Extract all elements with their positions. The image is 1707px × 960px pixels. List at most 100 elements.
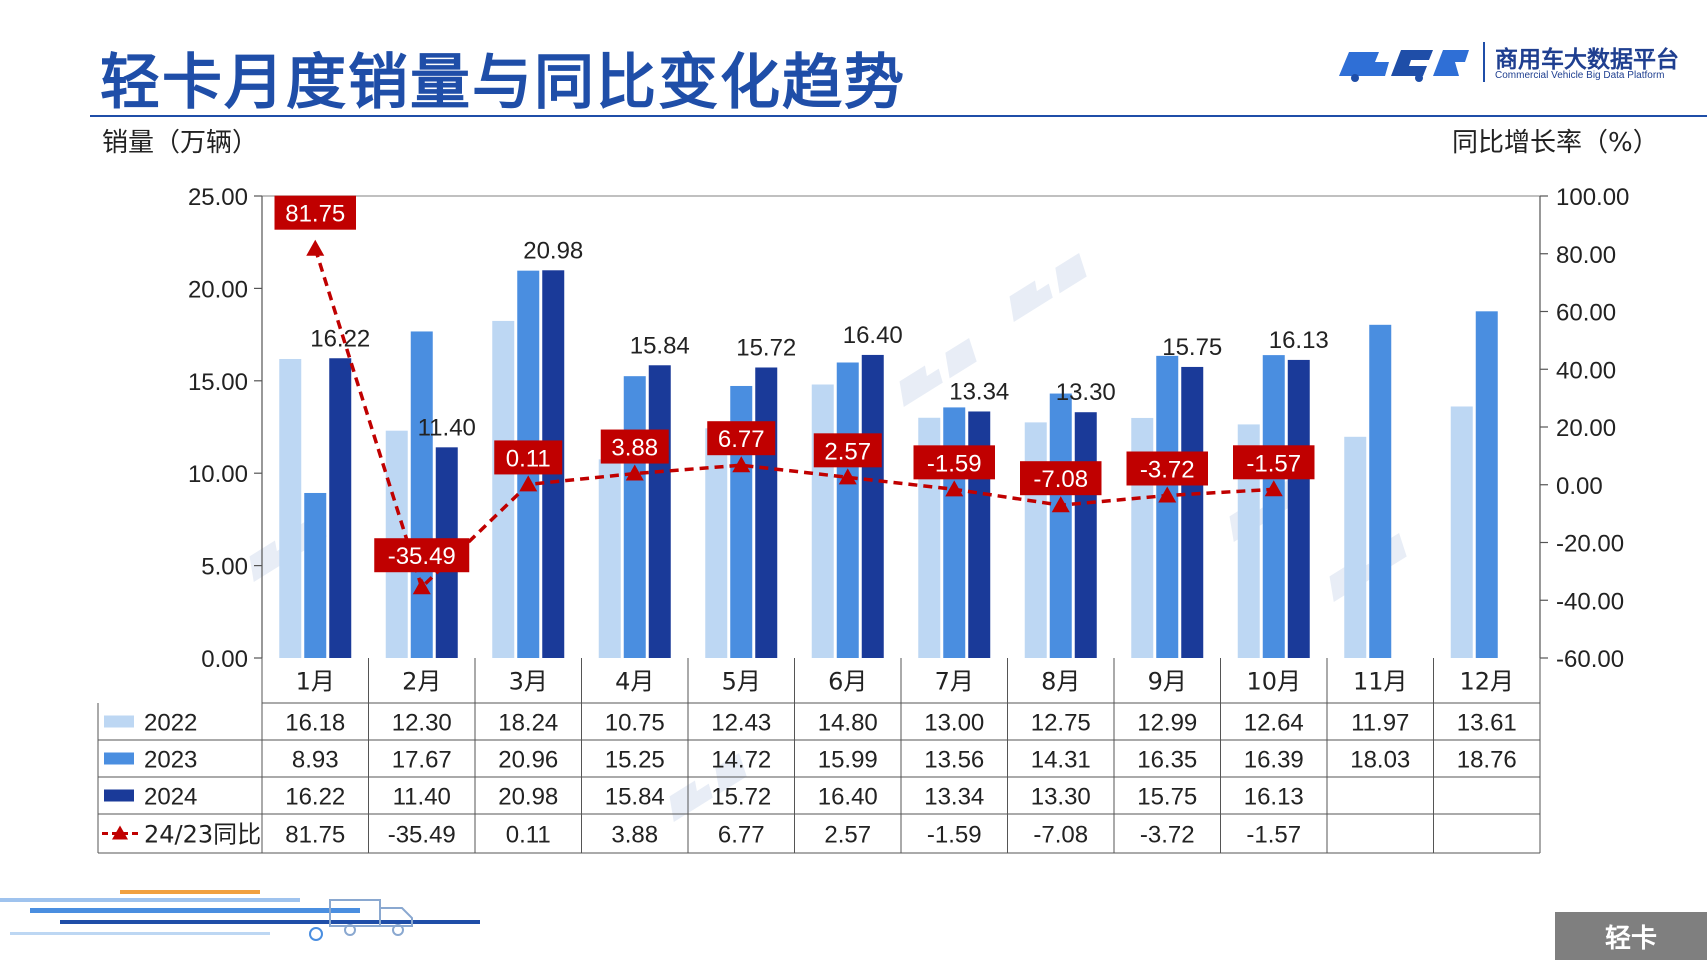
yoy-label-box bbox=[1126, 451, 1208, 486]
table-cell: 18.76 bbox=[1457, 747, 1517, 774]
left-axis-tick-label: 5.00 bbox=[201, 554, 248, 581]
category-label: 12月 bbox=[1459, 668, 1514, 696]
yoy-label-box bbox=[494, 440, 563, 475]
bar-2023 bbox=[836, 362, 859, 658]
left-axis-tick-label: 20.00 bbox=[188, 276, 248, 303]
category-label: 5月 bbox=[722, 668, 761, 696]
bar-2022 bbox=[1237, 424, 1260, 658]
table-cell: 11.97 bbox=[1351, 710, 1409, 737]
yoy-marker bbox=[519, 475, 538, 492]
bar-2024 bbox=[329, 358, 352, 658]
category-label: 9月 bbox=[1148, 668, 1187, 696]
bar-2024 bbox=[861, 354, 884, 658]
yoy-marker bbox=[1158, 486, 1177, 503]
yoy-marker bbox=[412, 578, 431, 595]
yoy-label-box bbox=[600, 429, 669, 464]
table-cell: 8.93 bbox=[292, 747, 339, 774]
table-cell: 12.75 bbox=[1031, 710, 1091, 737]
bar-value-label: 13.34 bbox=[949, 378, 1009, 405]
table-cell: 20.96 bbox=[498, 747, 558, 774]
yoy-marker bbox=[945, 480, 964, 497]
right-axis-tick-label: 60.00 bbox=[1556, 300, 1616, 327]
table-cell: -1.57 bbox=[1246, 822, 1301, 849]
yoy-label: -7.08 bbox=[1033, 466, 1088, 493]
table-cell: 12.99 bbox=[1137, 710, 1197, 737]
legend-label: 2023 bbox=[144, 747, 197, 774]
bar-2023 bbox=[1369, 324, 1392, 658]
table-cell: 13.00 bbox=[924, 710, 984, 737]
table-cell: 15.25 bbox=[605, 747, 665, 774]
bar-2022 bbox=[1450, 406, 1473, 658]
yoy-line bbox=[313, 248, 1274, 591]
category-label: 10月 bbox=[1246, 668, 1301, 696]
table-cell: 13.30 bbox=[1031, 784, 1091, 811]
table-cell: 2.57 bbox=[824, 822, 871, 849]
table-cell: 12.43 bbox=[711, 710, 771, 737]
bar-2022 bbox=[279, 358, 302, 658]
left-axis-tick-label: 10.00 bbox=[188, 461, 248, 488]
table-cell: 12.30 bbox=[392, 710, 452, 737]
left-axis-title: 销量（万辆） bbox=[102, 128, 259, 158]
yoy-label: -3.72 bbox=[1140, 456, 1195, 483]
right-axis-tick-label: -40.00 bbox=[1556, 588, 1624, 615]
page-title: 轻卡月度销量与同比变化趋势 bbox=[100, 48, 906, 118]
bar-2023 bbox=[1156, 355, 1179, 658]
left-axis-tick-label: 25.00 bbox=[188, 184, 248, 211]
category-label: 3月 bbox=[509, 668, 548, 696]
table-cell: 13.56 bbox=[924, 747, 984, 774]
table-cell: 13.34 bbox=[924, 784, 984, 811]
legend-key-2024 bbox=[104, 789, 134, 802]
bar-value-label: 20.98 bbox=[523, 237, 583, 264]
bar-2023 bbox=[304, 492, 327, 658]
bar-2024 bbox=[755, 367, 778, 658]
yoy-marker bbox=[1264, 480, 1283, 497]
yoy-label-box bbox=[707, 421, 776, 456]
truck-decoration-icon bbox=[0, 890, 480, 941]
yoy-label: 81.75 bbox=[285, 201, 345, 228]
yoy-label: 2.57 bbox=[824, 438, 871, 465]
bar-2023 bbox=[410, 331, 433, 658]
table-cell: 15.72 bbox=[711, 784, 771, 811]
category-label: 1月 bbox=[296, 668, 335, 696]
table-cell: 16.35 bbox=[1137, 747, 1197, 774]
category-tag: 轻卡 bbox=[1555, 912, 1707, 960]
right-axis-tick-label: 100.00 bbox=[1556, 184, 1629, 211]
table-cell: 12.64 bbox=[1244, 710, 1304, 737]
table-cell: -35.49 bbox=[388, 822, 456, 849]
table-cell: 16.22 bbox=[285, 784, 345, 811]
bar-2023 bbox=[943, 407, 966, 658]
bar-value-label: 13.30 bbox=[1056, 379, 1116, 406]
yoy-label: 6.77 bbox=[718, 426, 765, 453]
yoy-label-box bbox=[274, 195, 356, 230]
bar-2022 bbox=[492, 320, 515, 658]
category-label: 8月 bbox=[1041, 668, 1080, 696]
legend-label: 24/23同比 bbox=[144, 821, 261, 849]
bar-2024 bbox=[1287, 359, 1310, 658]
right-axis-title: 同比增长率（%） bbox=[1452, 128, 1659, 158]
bar-value-label: 11.40 bbox=[418, 414, 476, 441]
table-cell: -7.08 bbox=[1033, 822, 1088, 849]
table-cell: -1.59 bbox=[927, 822, 982, 849]
table-cell: 6.77 bbox=[718, 822, 765, 849]
yoy-marker bbox=[306, 239, 325, 256]
table-cell: 0.11 bbox=[506, 822, 551, 849]
legend-label: 2022 bbox=[144, 710, 197, 737]
right-axis-tick-label: 80.00 bbox=[1556, 242, 1616, 269]
bar-value-label: 15.84 bbox=[630, 332, 690, 359]
yoy-label-box bbox=[1233, 445, 1315, 480]
legend-key-2022 bbox=[104, 715, 134, 728]
table-cell: 16.18 bbox=[285, 710, 345, 737]
left-axis-tick-label: 0.00 bbox=[201, 646, 248, 673]
cvbd-watermark-icon bbox=[899, 337, 977, 408]
bar-2022 bbox=[811, 384, 834, 658]
yoy-label: -1.57 bbox=[1246, 450, 1301, 477]
cvbd-watermark-icon bbox=[1329, 532, 1407, 603]
yoy-label: -35.49 bbox=[388, 543, 456, 570]
table-cell: 11.40 bbox=[393, 784, 451, 811]
category-label: 6月 bbox=[828, 668, 867, 696]
yoy-label-box bbox=[913, 445, 995, 480]
bar-2023 bbox=[1262, 355, 1285, 658]
table-cell: 20.98 bbox=[498, 784, 558, 811]
bar-value-label: 15.75 bbox=[1162, 334, 1222, 361]
bar-2024 bbox=[648, 365, 671, 658]
